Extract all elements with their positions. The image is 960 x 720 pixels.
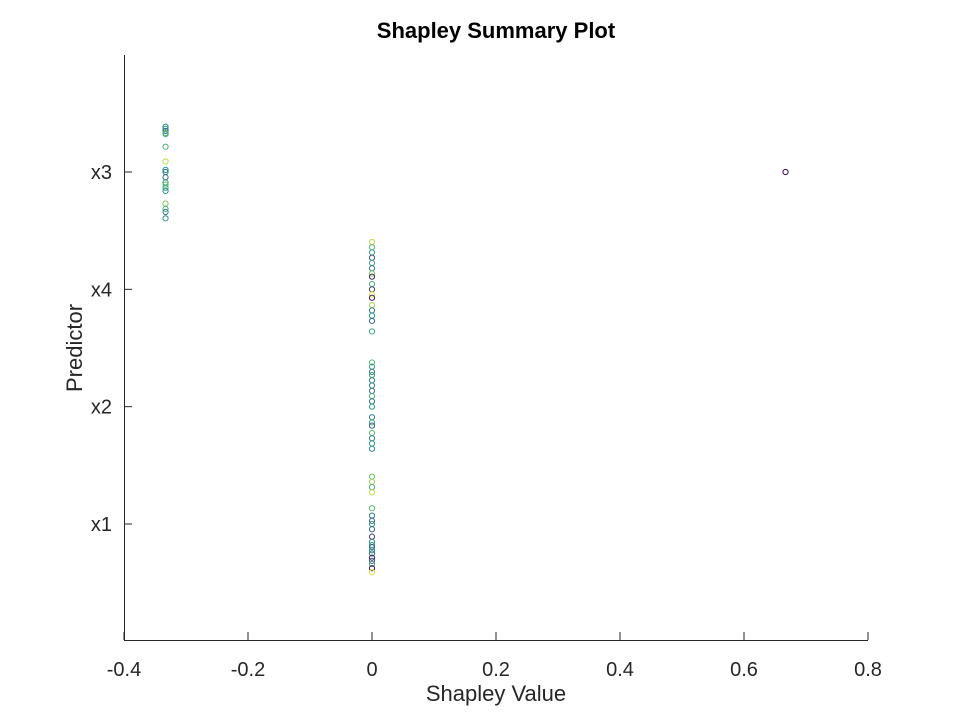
data-point (368, 254, 376, 261)
data-point (368, 302, 376, 309)
data-point (368, 249, 376, 256)
chart-title: Shapley Summary Plot (377, 18, 616, 43)
y-axis-label: Predictor (62, 304, 87, 392)
data-point (368, 359, 376, 366)
x-tick-label: 0.6 (730, 659, 758, 681)
data-point (162, 158, 169, 165)
data-point (368, 238, 376, 246)
data-point (368, 517, 376, 524)
axes (124, 55, 868, 641)
data-point (162, 174, 169, 181)
data-point (782, 168, 789, 176)
x-tick-label: 0.2 (482, 659, 510, 681)
data-point (368, 422, 376, 429)
data-point (368, 445, 376, 452)
data-point (368, 512, 376, 519)
x-axis-label: Shapley Value (426, 681, 566, 706)
data-point (368, 328, 376, 335)
data-point (368, 294, 376, 301)
data-point (368, 520, 376, 528)
y-tick-label: x2 (91, 397, 112, 419)
data-point (162, 184, 169, 191)
data-point (162, 187, 169, 195)
data-point (368, 317, 376, 325)
x-tick-label: 0 (366, 659, 377, 681)
data-point (368, 270, 376, 277)
data-point (368, 484, 376, 491)
data-point (368, 505, 376, 512)
data-point (368, 440, 376, 447)
data-point (368, 557, 376, 564)
data-point (368, 307, 376, 314)
data-point (162, 123, 169, 130)
data-point (162, 181, 169, 188)
data-point (162, 200, 169, 207)
data-point (368, 544, 376, 551)
data-point (368, 478, 376, 485)
data-point (368, 244, 376, 251)
x-tick-label: 0.8 (854, 659, 882, 681)
data-point (368, 489, 376, 496)
data-point (368, 419, 376, 426)
data-point (368, 377, 376, 384)
data-point (368, 387, 376, 394)
data-point (162, 143, 169, 150)
data-point (368, 398, 376, 405)
data-point (368, 312, 376, 319)
x-ticks: -0.4 -0.2 0 0.2 0.4 0.6 0.8 (107, 632, 882, 681)
data-point (368, 569, 376, 576)
data-point (368, 550, 376, 557)
data-point (368, 273, 376, 280)
data-point (368, 547, 376, 554)
x-tick-label: -0.4 (107, 659, 141, 681)
data-point (368, 280, 376, 288)
x-tick-label: 0.4 (606, 659, 634, 681)
data-point (368, 368, 376, 376)
data-point (368, 371, 376, 379)
data-point (368, 560, 376, 568)
data-point (368, 382, 376, 389)
data-point (368, 526, 376, 533)
data-point (162, 127, 169, 135)
data-point (162, 130, 169, 138)
y-tick-label: x4 (91, 279, 112, 301)
scatter-points (162, 123, 789, 576)
data-point (368, 259, 376, 267)
data-point (162, 205, 169, 212)
y-ticks: x3 x4 x2 x1 (91, 162, 132, 536)
data-point (368, 265, 376, 272)
data-point (368, 435, 376, 442)
x-tick-label: -0.2 (231, 659, 265, 681)
data-point (368, 393, 376, 400)
data-point (368, 473, 376, 480)
data-point (368, 414, 376, 421)
data-point (162, 166, 169, 173)
y-tick-label: x3 (91, 162, 112, 184)
data-point (368, 403, 376, 410)
data-point (368, 291, 376, 298)
data-point (162, 208, 169, 216)
data-point (368, 286, 376, 293)
data-point (162, 215, 169, 222)
data-point (368, 429, 376, 437)
data-point (368, 565, 376, 572)
y-tick-label: x1 (91, 514, 112, 536)
data-point (368, 533, 376, 540)
data-point (368, 554, 376, 561)
